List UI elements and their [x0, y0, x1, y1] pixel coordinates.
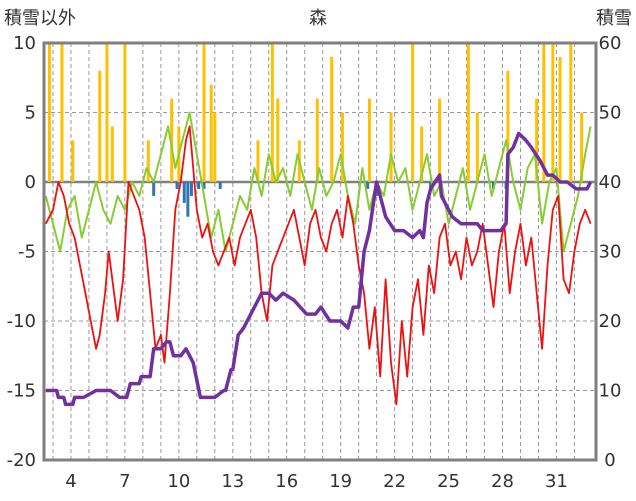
bar-below	[366, 182, 370, 189]
right-tick-label: 30	[599, 242, 622, 263]
x-tick-label: 16	[275, 471, 298, 492]
x-tick-label: 25	[437, 471, 460, 492]
bar-above	[202, 43, 206, 182]
bar-above	[256, 140, 260, 182]
right-y-ticks: 60 50 40 30 20 10 0	[599, 33, 622, 471]
bar-above	[466, 43, 470, 182]
left-axis-title: 積雪以外	[4, 8, 76, 29]
bar-below	[197, 182, 201, 189]
plot-frame	[42, 41, 598, 462]
bar-above	[60, 43, 64, 182]
right-tick-label: 10	[599, 381, 622, 402]
bar-above	[315, 98, 319, 182]
right-tick-label: 50	[599, 103, 622, 124]
bar-above	[170, 98, 174, 182]
left-y-ticks: 10 5 0 -5 -10 -15 -20	[7, 33, 36, 471]
right-tick-label: 40	[599, 172, 622, 193]
bar-above	[535, 98, 539, 182]
series-line-green	[44, 111, 592, 253]
left-tick-label: 5	[25, 103, 36, 124]
series-line-purple	[45, 131, 593, 407]
bar-above	[542, 43, 546, 182]
x-tick-label: 13	[221, 471, 244, 492]
bar-below	[218, 182, 222, 189]
bar-above	[110, 126, 114, 182]
bar-above	[558, 56, 562, 182]
left-tick-label: -5	[18, 242, 36, 263]
x-tick-label: 7	[119, 471, 130, 492]
bar-above	[105, 43, 109, 182]
bar-above	[209, 84, 213, 182]
bar-above	[569, 43, 573, 182]
x-tick-label: 10	[167, 471, 190, 492]
bar-above	[475, 112, 479, 182]
right-tick-label: 0	[604, 450, 615, 471]
right-tick-label: 60	[599, 33, 622, 54]
bar-below	[152, 182, 156, 196]
bar-above	[389, 112, 393, 182]
right-axis-title: 積雪	[596, 8, 632, 29]
bar-above	[98, 70, 102, 182]
bar-below	[186, 182, 190, 217]
series-lines	[44, 111, 593, 407]
x-tick-label: 28	[491, 471, 514, 492]
bar-above	[213, 112, 217, 182]
bar-above	[146, 140, 150, 182]
bar-above	[71, 140, 75, 182]
left-tick-label: -10	[7, 311, 36, 332]
bar-above	[123, 43, 127, 182]
bar-above	[580, 112, 584, 182]
bar-above	[551, 43, 555, 182]
bar-above	[420, 126, 424, 182]
chart-title: 森	[309, 8, 327, 29]
bar-below	[175, 182, 179, 189]
bar-above	[438, 98, 442, 182]
left-tick-label: 10	[13, 33, 36, 54]
bar-above	[367, 98, 371, 182]
bar-above	[47, 43, 51, 182]
bar-above	[340, 112, 344, 182]
series-line-red	[45, 125, 592, 406]
bars	[47, 43, 584, 217]
bar-above	[411, 43, 415, 182]
bar-below	[429, 182, 433, 189]
bar-below	[189, 182, 193, 196]
bar-above	[276, 98, 280, 182]
bar-above	[330, 56, 334, 182]
x-tick-label: 22	[383, 471, 406, 492]
left-tick-label: -20	[7, 450, 36, 471]
left-tick-label: -15	[7, 381, 36, 402]
right-tick-label: 20	[599, 311, 622, 332]
left-tick-label: 0	[25, 172, 36, 193]
bar-below	[202, 182, 206, 189]
x-ticks: 4 7 10 13 16 19 22 25 28 31	[65, 471, 568, 492]
x-tick-label: 31	[545, 471, 568, 492]
bar-below	[182, 182, 186, 203]
x-tick-label: 4	[65, 471, 76, 492]
bar-above	[506, 70, 510, 182]
x-tick-label: 19	[329, 471, 352, 492]
bar-above	[270, 43, 274, 182]
